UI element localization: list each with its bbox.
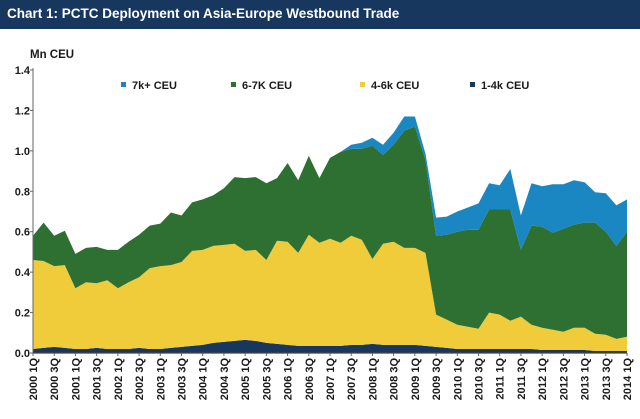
legend-label: 7k+ CEU	[132, 80, 177, 92]
x-tick-label: 2001 1Q	[70, 358, 82, 401]
x-tick-label: 2004 3Q	[219, 358, 231, 401]
x-tick-label: 2000 1Q	[28, 358, 40, 401]
x-tick-label: 2009 3Q	[431, 358, 443, 401]
x-tick-label: 2007 1Q	[325, 358, 337, 401]
series-area-4-6k-ceu	[33, 234, 627, 351]
chart-axes: 0.0 0.2 0.4 0.6 0.8 1.0 1.2 1.4 2000 1Q 2000 3Q 20…	[15, 65, 634, 400]
x-tick-label: 2000 3Q	[49, 358, 61, 401]
x-tick-label: 2003 3Q	[177, 358, 189, 401]
series-area-6-7k-ceu	[33, 126, 627, 339]
y-tick-label: 0.4	[15, 267, 31, 279]
y-axis-title: Mn CEU	[30, 49, 74, 61]
x-tick-label: 2013 3Q	[601, 358, 613, 401]
legend-swatch	[121, 82, 126, 87]
x-tick-label: 2006 1Q	[283, 358, 295, 401]
legend-label: 1-4k CEU	[481, 80, 529, 92]
x-tick-label: 2010 3Q	[474, 358, 486, 401]
series-area-7k-ceu	[33, 116, 627, 254]
legend-label: 6-7K CEU	[242, 80, 292, 92]
x-tick-label: 2012 3Q	[558, 358, 570, 401]
chart-title: Chart 1: PCTC Deployment on Asia-Europe …	[7, 6, 400, 21]
x-tick-label: 2012 1Q	[537, 358, 549, 401]
series-area-1-4k-ceu	[33, 339, 627, 353]
x-tick-label: 2004 1Q	[198, 358, 210, 401]
x-tick-label: 2007 3Q	[346, 358, 358, 401]
x-tick-label: 2008 3Q	[389, 358, 401, 401]
chart-legend: 7k+ CEU 6-7K CEU 4-6k CEU 1-4k CEU	[121, 80, 529, 92]
x-tick-label: 2001 3Q	[92, 358, 104, 401]
x-tick-label: 2011 1Q	[495, 358, 507, 400]
legend-swatch	[231, 82, 236, 87]
y-tick-label: 0.6	[15, 227, 30, 239]
legend-label: 4-6k CEU	[371, 80, 419, 92]
legend-swatch	[360, 82, 365, 87]
x-tick-label: 2005 3Q	[261, 358, 273, 401]
x-tick-label: 2002 3Q	[134, 358, 146, 401]
x-tick-label: 2011 3Q	[516, 358, 528, 400]
x-tick-label: 2013 1Q	[580, 358, 592, 401]
y-tick-label: 0.0	[15, 348, 30, 360]
x-tick-label: 2002 1Q	[113, 358, 125, 401]
x-tick-label: 2006 3Q	[304, 358, 316, 401]
chart-title-bar: Chart 1: PCTC Deployment on Asia-Europe …	[0, 0, 640, 29]
y-tick-label: 0.2	[15, 308, 30, 320]
y-tick-label: 0.8	[15, 186, 30, 198]
x-tick-label: 2008 1Q	[367, 358, 379, 401]
chart-areas	[33, 116, 627, 353]
y-tick-label: 1.0	[15, 146, 30, 158]
x-tick-label: 2009 1Q	[410, 358, 422, 401]
x-tick-label: 2003 1Q	[155, 358, 167, 401]
x-tick-label: 2010 1Q	[452, 358, 464, 401]
legend-swatch	[470, 82, 475, 87]
y-tick-label: 1.4	[15, 65, 31, 77]
y-tick-label: 1.2	[15, 105, 30, 117]
x-tick-label: 2014 1Q	[622, 358, 634, 401]
x-tick-label: 2005 1Q	[240, 358, 252, 401]
